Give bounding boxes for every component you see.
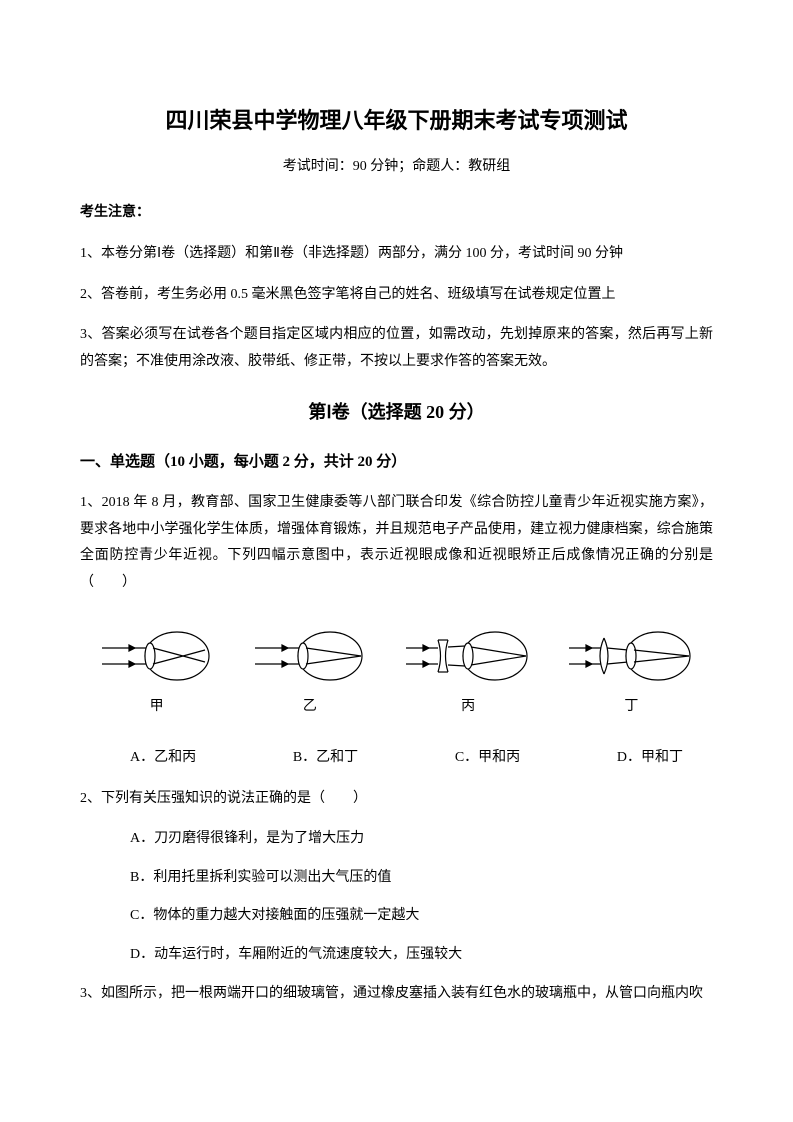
- notice-item-1: 1、本卷分第Ⅰ卷（选择题）和第Ⅱ卷（非选择题）两部分，满分 100 分，考试时间…: [80, 241, 713, 268]
- diagram-bing: 丙: [403, 626, 533, 721]
- diagram-jia-label: 甲: [150, 694, 164, 721]
- section-1-subhead: 一、单选题（10 小题，每小题 2 分，共计 20 分）: [80, 448, 713, 477]
- page-subtitle: 考试时间：90 分钟；命题人：教研组: [80, 154, 713, 181]
- question-2-text: 2、下列有关压强知识的说法正确的是（ ）: [80, 786, 713, 813]
- question-1-diagrams: 甲 乙: [80, 626, 713, 721]
- q2-option-b: B．利用托里拆利实验可以测出大气压的值: [80, 865, 713, 892]
- eye-diagram-yi-icon: [250, 626, 370, 686]
- notice-item-3: 3、答案必须写在试卷各个题目指定区域内相应的位置，如需改动，先划掉原来的答案，然…: [80, 322, 713, 375]
- question-1-options: A．乙和丙 B．乙和丁 C．甲和丙 D．甲和丁: [80, 745, 713, 772]
- q1-option-b: B．乙和丁: [293, 745, 358, 772]
- notice-heading: 考生注意：: [80, 200, 713, 227]
- diagram-bing-label: 丙: [461, 694, 475, 721]
- diagram-ding: 丁: [566, 626, 696, 721]
- diagram-ding-label: 丁: [624, 694, 638, 721]
- section-1-head: 第Ⅰ卷（选择题 20 分）: [80, 395, 713, 429]
- eye-diagram-bing-icon: [403, 626, 533, 686]
- q1-option-d: D．甲和丁: [617, 745, 683, 772]
- q2-option-d: D．动车运行时，车厢附近的气流速度较大，压强较大: [80, 942, 713, 969]
- q2-option-c: C．物体的重力越大对接触面的压强就一定越大: [80, 903, 713, 930]
- question-3-text: 3、如图所示，把一根两端开口的细玻璃管，通过橡皮塞插入装有红色水的玻璃瓶中，从管…: [80, 981, 713, 1008]
- notice-item-2: 2、答卷前，考生务必用 0.5 毫米黑色签字笔将自己的姓名、班级填写在试卷规定位…: [80, 282, 713, 309]
- diagram-jia: 甲: [97, 626, 217, 721]
- question-1-text: 1、2018 年 8 月，教育部、国家卫生健康委等八部门联合印发《综合防控儿童青…: [80, 490, 713, 596]
- q2-option-a: A．刀刃磨得很锋利，是为了增大压力: [80, 826, 713, 853]
- q1-option-a: A．乙和丙: [130, 745, 196, 772]
- q1-option-c: C．甲和丙: [455, 745, 520, 772]
- eye-diagram-jia-icon: [97, 626, 217, 686]
- page-title: 四川荣县中学物理八年级下册期末考试专项测试: [80, 100, 713, 142]
- diagram-yi-label: 乙: [303, 694, 317, 721]
- eye-diagram-ding-icon: [566, 626, 696, 686]
- diagram-yi: 乙: [250, 626, 370, 721]
